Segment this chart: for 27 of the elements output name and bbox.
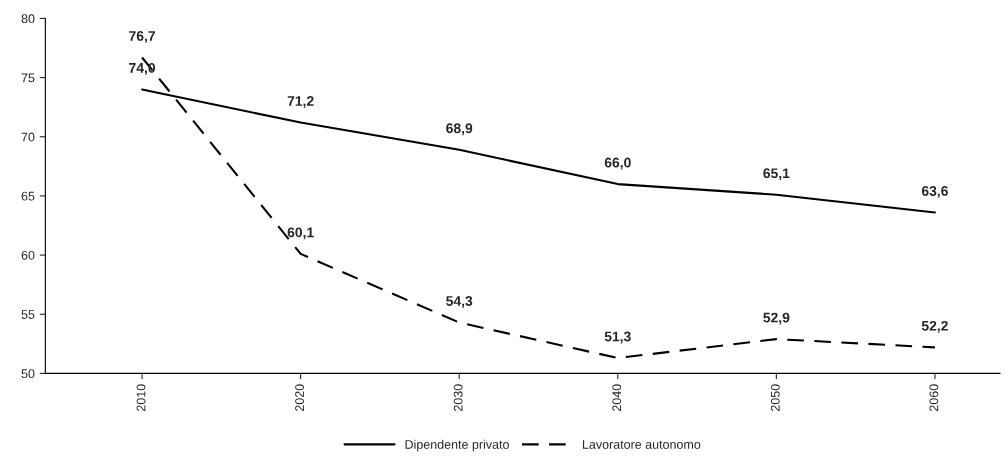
data-label: 76,7 xyxy=(129,31,155,43)
data-label: 66,0 xyxy=(604,157,631,170)
x-tick-label: 2050 xyxy=(770,384,780,411)
y-tick-label: 65 xyxy=(21,191,35,201)
x-tick-label: 2030 xyxy=(453,384,463,411)
legend-label: Dipendente privato xyxy=(405,439,509,452)
data-label: 60,1 xyxy=(287,227,314,240)
x-tick-label: 2040 xyxy=(612,384,622,411)
data-label: 52,2 xyxy=(921,320,948,333)
y-tick-label: 75 xyxy=(21,73,35,83)
data-label: 68,9 xyxy=(446,123,473,136)
data-label: 51,3 xyxy=(604,331,631,344)
data-label: 74,0 xyxy=(129,62,156,75)
legend-label: Lavoratore autonomo xyxy=(582,440,701,449)
data-label: 63,6 xyxy=(921,186,948,198)
x-tick-label: 2060 xyxy=(929,384,939,411)
x-tick-label: 2010 xyxy=(136,384,146,411)
y-tick-label: 60 xyxy=(21,250,35,260)
y-tick-label: 50 xyxy=(21,369,35,379)
y-tick-label: 80 xyxy=(21,14,35,24)
data-label: 65,1 xyxy=(763,168,790,181)
data-label: 71,2 xyxy=(287,96,314,108)
data-label: 54,3 xyxy=(446,296,473,308)
data-label: 52,9 xyxy=(763,312,790,325)
y-tick-label: 55 xyxy=(21,310,35,319)
x-tick-label: 2020 xyxy=(295,384,305,411)
y-tick-label: 70 xyxy=(21,132,35,142)
